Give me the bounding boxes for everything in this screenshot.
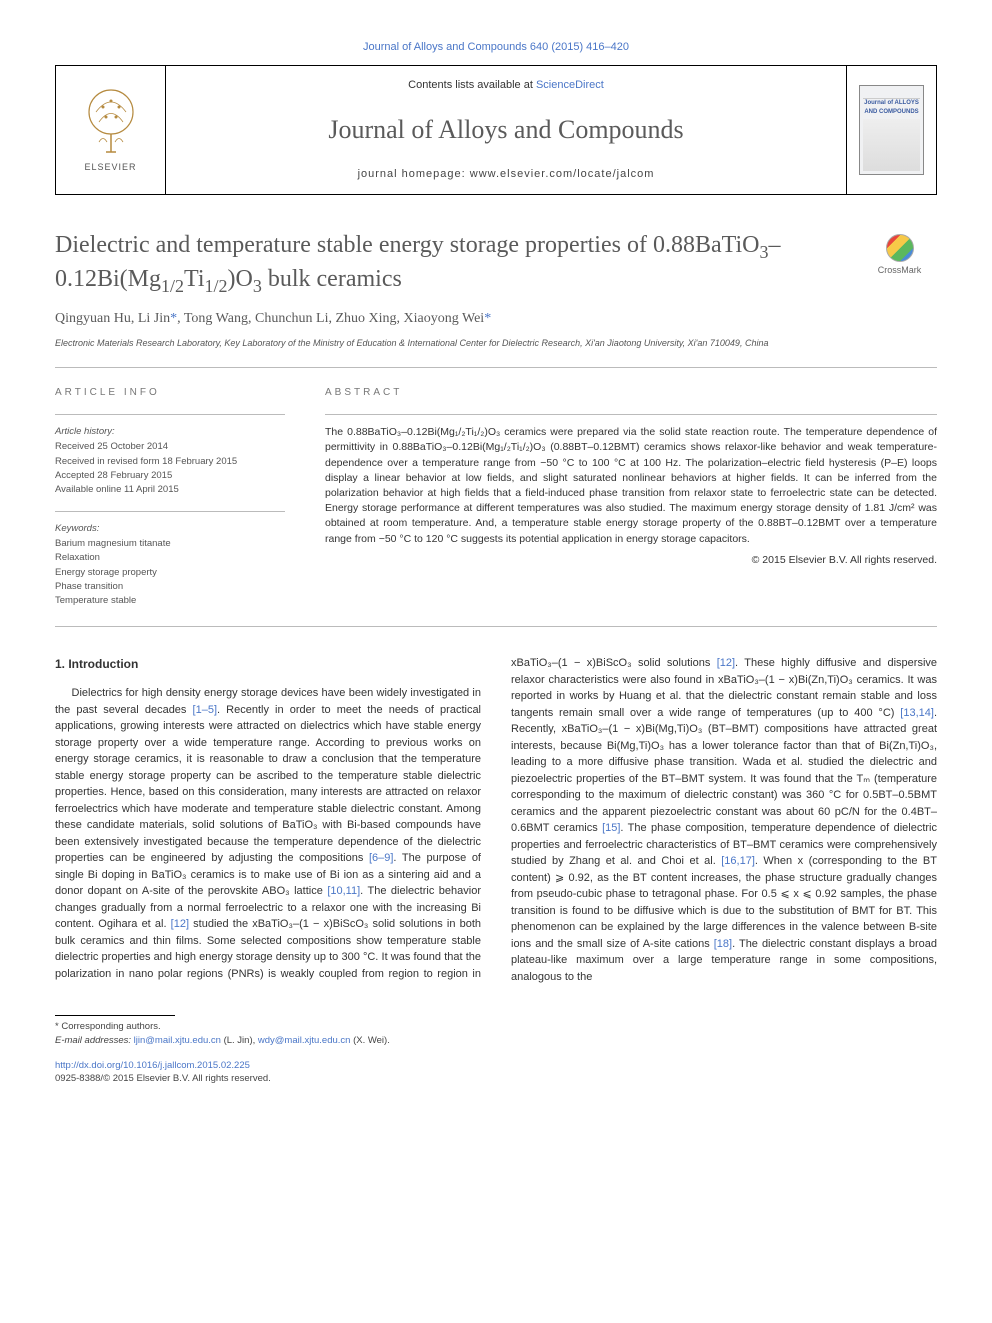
cite-ref-7[interactable]: [15] <box>602 822 620 834</box>
keywords-label: Keywords: <box>55 522 285 535</box>
abstract-text: The 0.88BaTiO₃–0.12Bi(Mg₁/₂Ti₁/₂)O₃ cera… <box>325 425 937 547</box>
crossmark-label: CrossMark <box>878 264 922 277</box>
crossmark-badge[interactable]: CrossMark <box>862 234 937 277</box>
keyword-4: Phase transition <box>55 580 285 593</box>
cite-ref-9[interactable]: [18] <box>714 938 732 950</box>
abstract-copyright: © 2015 Elsevier B.V. All rights reserved… <box>325 553 937 568</box>
online-date: Available online 11 April 2015 <box>55 483 285 496</box>
keyword-2: Relaxation <box>55 551 285 564</box>
contents-prefix: Contents lists available at <box>408 79 536 91</box>
cite-ref-2[interactable]: [6–9] <box>369 852 393 864</box>
title-p3: Ti <box>184 266 204 292</box>
email-1-who: (L. Jin), <box>221 1035 258 1046</box>
section-1-heading: 1. Introduction <box>55 655 481 673</box>
cite-ref-1[interactable]: [1–5] <box>193 704 217 716</box>
body-text: 1. Introduction Dielectrics for high den… <box>55 655 937 985</box>
intro-paragraph: Dielectrics for high density energy stor… <box>55 655 937 985</box>
title-p5: bulk ceramics <box>262 266 402 292</box>
email-2[interactable]: wdy@mail.xjtu.edu.cn <box>258 1035 351 1046</box>
body-b: . Recently in order to meet the needs of… <box>55 704 481 865</box>
doi-block: http://dx.doi.org/10.1016/j.jallcom.2015… <box>55 1059 937 1086</box>
email-1[interactable]: ljin@mail.xjtu.edu.cn <box>134 1035 221 1046</box>
sciencedirect-link[interactable]: ScienceDirect <box>536 79 604 91</box>
corresponding-star-2[interactable]: * <box>484 311 491 326</box>
elsevier-logo[interactable]: ELSEVIER <box>56 66 166 194</box>
crossmark-icon <box>886 234 914 262</box>
elsevier-tree-icon <box>81 87 141 157</box>
affiliation: Electronic Materials Research Laboratory… <box>55 337 937 350</box>
title-p4: )O <box>228 266 253 292</box>
cite-ref-5[interactable]: [12] <box>717 657 735 669</box>
keyword-3: Energy storage property <box>55 566 285 579</box>
title-p1: Dielectric and temperature stable energy… <box>55 232 759 258</box>
abstract-block: ABSTRACT The 0.88BaTiO₃–0.12Bi(Mg₁/₂Ti₁/… <box>325 386 937 608</box>
divider-bottom <box>55 626 937 627</box>
keyword-1: Barium magnesium titanate <box>55 537 285 550</box>
emails-label: E-mail addresses: <box>55 1035 134 1046</box>
cite-ref-4[interactable]: [12] <box>171 918 189 930</box>
authors-part2: , Tong Wang, Chunchun Li, Zhuo Xing, Xia… <box>177 311 484 326</box>
cite-ref-3[interactable]: [10,11] <box>327 885 360 897</box>
journal-cover[interactable]: Journal of ALLOYS AND COMPOUNDS <box>846 66 936 194</box>
journal-name: Journal of Alloys and Compounds <box>166 112 846 148</box>
body-i: . When x (corresponding to the BT conten… <box>511 855 937 950</box>
history-label: Article history: <box>55 425 285 438</box>
email-line: E-mail addresses: ljin@mail.xjtu.edu.cn … <box>55 1034 937 1047</box>
authors-part1: Qingyuan Hu, Li Jin <box>55 311 170 326</box>
journal-header: ELSEVIER Contents lists available at Sci… <box>55 65 937 195</box>
title-sub3: 1/2 <box>205 275 228 295</box>
author-list: Qingyuan Hu, Li Jin *, Tong Wang, Chunchu… <box>55 309 937 329</box>
article-info-block: ARTICLE INFO Article history: Received 2… <box>55 386 285 608</box>
elsevier-text: ELSEVIER <box>84 161 136 174</box>
article-title: Dielectric and temperature stable energy… <box>55 230 847 297</box>
received-date: Received 25 October 2014 <box>55 440 285 453</box>
email-2-who: (X. Wei). <box>350 1035 389 1046</box>
corresponding-note: * Corresponding authors. <box>55 1020 937 1033</box>
accepted-date: Accepted 28 February 2015 <box>55 469 285 482</box>
doi-link[interactable]: http://dx.doi.org/10.1016/j.jallcom.2015… <box>55 1059 937 1072</box>
cite-ref-6[interactable]: [13,14] <box>900 707 934 719</box>
article-info-heading: ARTICLE INFO <box>55 386 285 400</box>
cite-ref-8[interactable]: [16,17] <box>721 855 755 867</box>
body-g: . Recently, xBaTiO₃–(1 − x)Bi(Mg,Ti)O₃ (… <box>511 707 937 835</box>
revised-date: Received in revised form 18 February 201… <box>55 455 285 468</box>
cover-title: Journal of ALLOYS AND COMPOUNDS <box>863 99 920 116</box>
footnote-block: * Corresponding authors. E-mail addresse… <box>55 1015 937 1047</box>
top-citation[interactable]: Journal of Alloys and Compounds 640 (201… <box>55 40 937 55</box>
keyword-5: Temperature stable <box>55 594 285 607</box>
contents-line: Contents lists available at ScienceDirec… <box>166 78 846 93</box>
journal-homepage[interactable]: journal homepage: www.elsevier.com/locat… <box>166 167 846 182</box>
title-sub4: 3 <box>253 275 262 295</box>
issn-copyright: 0925-8388/© 2015 Elsevier B.V. All right… <box>55 1072 937 1085</box>
abstract-heading: ABSTRACT <box>325 386 937 400</box>
title-sub2: 1/2 <box>161 275 184 295</box>
